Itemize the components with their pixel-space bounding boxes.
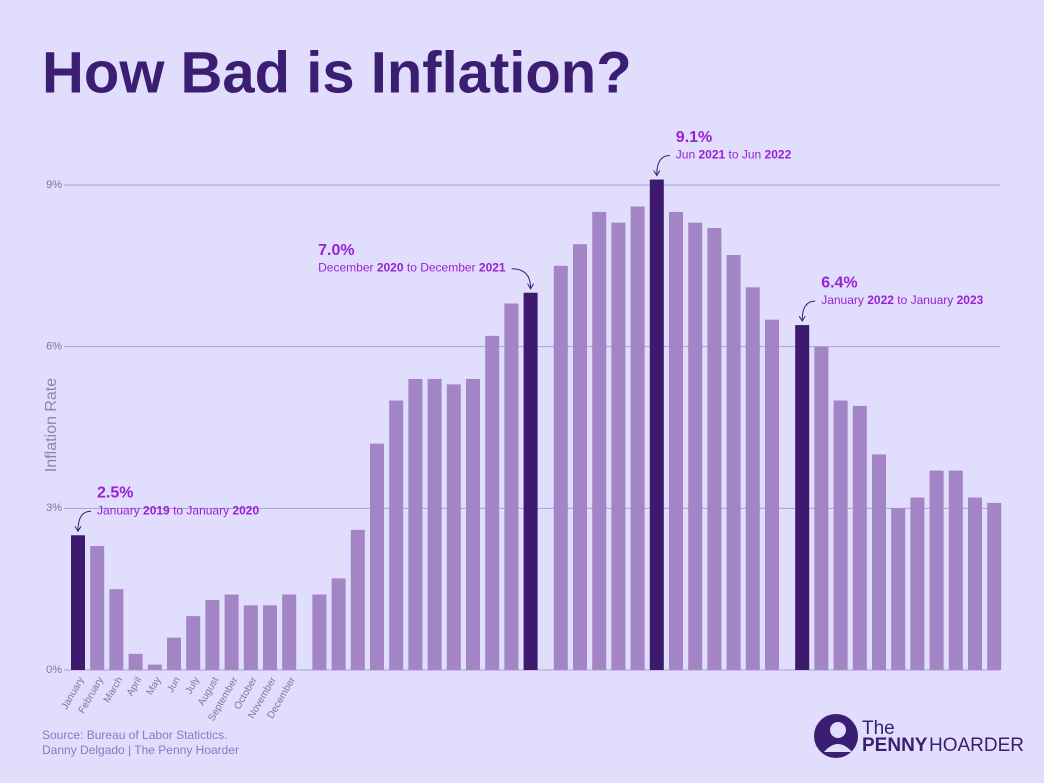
- bar: [523, 292, 538, 670]
- bar: [147, 664, 162, 670]
- bar: [745, 287, 760, 670]
- bar: [814, 346, 829, 670]
- annotation-arrow: [656, 155, 670, 175]
- logo-icon-head: [830, 722, 846, 738]
- bar: [186, 616, 201, 670]
- annotation-arrow: [801, 300, 816, 321]
- value-note: December 2020 to December 2021: [318, 261, 506, 275]
- source: Source: Bureau of Labor Statictics.: [42, 728, 227, 742]
- annotation-arrowhead: [527, 283, 535, 290]
- bar: [948, 470, 963, 670]
- annotation-arrowhead: [653, 170, 661, 177]
- annotation-arrow: [77, 510, 92, 531]
- bar: [852, 405, 867, 670]
- bar: [370, 443, 384, 670]
- bar: [649, 179, 664, 670]
- bar: [446, 384, 461, 670]
- bar: [872, 454, 886, 670]
- bar: [910, 497, 925, 670]
- bar: [331, 578, 346, 670]
- bar: [987, 502, 1002, 670]
- bar: [350, 529, 365, 670]
- y-tick-label: 3%: [46, 502, 62, 514]
- bar: [795, 325, 810, 670]
- bar: [263, 605, 277, 670]
- bar: [707, 228, 722, 670]
- y-tick-label: 0%: [46, 664, 62, 676]
- bar: [109, 589, 124, 670]
- bar: [224, 594, 239, 670]
- bar: [389, 400, 404, 670]
- bar: [968, 497, 982, 670]
- value-label: 2.5%: [97, 484, 133, 501]
- value-label: 9.1%: [676, 129, 712, 146]
- bar: [408, 378, 423, 670]
- bar: [833, 400, 848, 670]
- bar: [205, 599, 220, 670]
- logo-text: The: [862, 718, 895, 739]
- bar: [573, 244, 587, 671]
- y-tick-label: 6%: [46, 341, 62, 353]
- bar: [128, 653, 143, 670]
- logo-text: HOARDER: [929, 735, 1024, 756]
- bar: [929, 470, 944, 670]
- bar: [891, 508, 906, 670]
- y-tick-label: 9%: [46, 179, 62, 191]
- bar: [312, 594, 327, 670]
- logo: The PENNY HOARDER: [814, 714, 1024, 758]
- annotation-arrow: [511, 268, 532, 288]
- bar: [167, 637, 181, 670]
- bar: [669, 211, 683, 671]
- bar: [243, 605, 258, 670]
- bar: [90, 546, 105, 670]
- bar: [630, 206, 645, 671]
- logo-icon-body: [824, 744, 852, 752]
- bar: [765, 319, 779, 670]
- chart-title: How Bad is Inflation?: [42, 40, 632, 105]
- bar: [726, 255, 741, 670]
- bar: [504, 303, 519, 670]
- bar: [282, 594, 297, 670]
- y-axis-label: Inflation Rate: [43, 378, 60, 472]
- bar: [427, 378, 442, 670]
- bar: [71, 535, 85, 670]
- bar: [466, 378, 480, 670]
- value-note: Jun 2021 to Jun 2022: [676, 148, 792, 162]
- value-note: January 2022 to January 2023: [821, 293, 983, 307]
- value-label: 6.4%: [821, 274, 857, 291]
- bar: [592, 211, 607, 671]
- annotation-arrowhead: [798, 315, 806, 323]
- value-note: January 2019 to January 2020: [97, 503, 259, 517]
- credit: Danny Delgado | The Penny Hoarder: [42, 743, 239, 757]
- bar: [553, 265, 568, 670]
- logo-text: PENNY: [862, 735, 928, 756]
- bar: [611, 222, 626, 670]
- value-label: 7.0%: [318, 242, 354, 259]
- bar: [688, 222, 703, 670]
- bar: [485, 335, 500, 670]
- annotation-arrowhead: [74, 526, 82, 533]
